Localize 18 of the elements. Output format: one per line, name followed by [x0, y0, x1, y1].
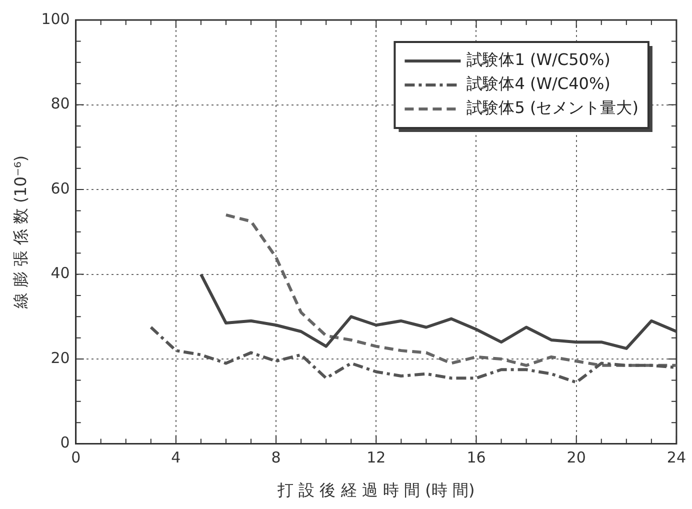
y-tick-label: 20 [50, 348, 70, 367]
y-tick-label: 60 [50, 179, 70, 198]
x-tick-label: 16 [466, 448, 486, 467]
line-series [149, 326, 676, 384]
y-axis-title: 線 膨 張 係 数 (10⁻⁶) [10, 155, 30, 310]
x-tick-label: 12 [366, 448, 386, 467]
y-tick-label: 80 [50, 94, 70, 113]
legend-label: 試験体1 (W/C50%) [466, 50, 610, 70]
y-tick-label: 0 [60, 434, 70, 452]
y-tick-label: 40 [50, 264, 70, 282]
x-axis-title: 打 設 後 経 過 時 間 (時 間) [276, 480, 475, 500]
x-tick-label: 20 [566, 448, 586, 467]
x-tick-label: 8 [271, 448, 281, 467]
x-tick-label: 4 [171, 448, 181, 467]
legend-label: 試験体5 (セメント量大) [466, 98, 638, 118]
y-tick-label: 100 [41, 10, 70, 28]
x-tick-label: 24 [666, 448, 686, 467]
legend-label: 試験体4 (W/C40%) [466, 74, 610, 94]
